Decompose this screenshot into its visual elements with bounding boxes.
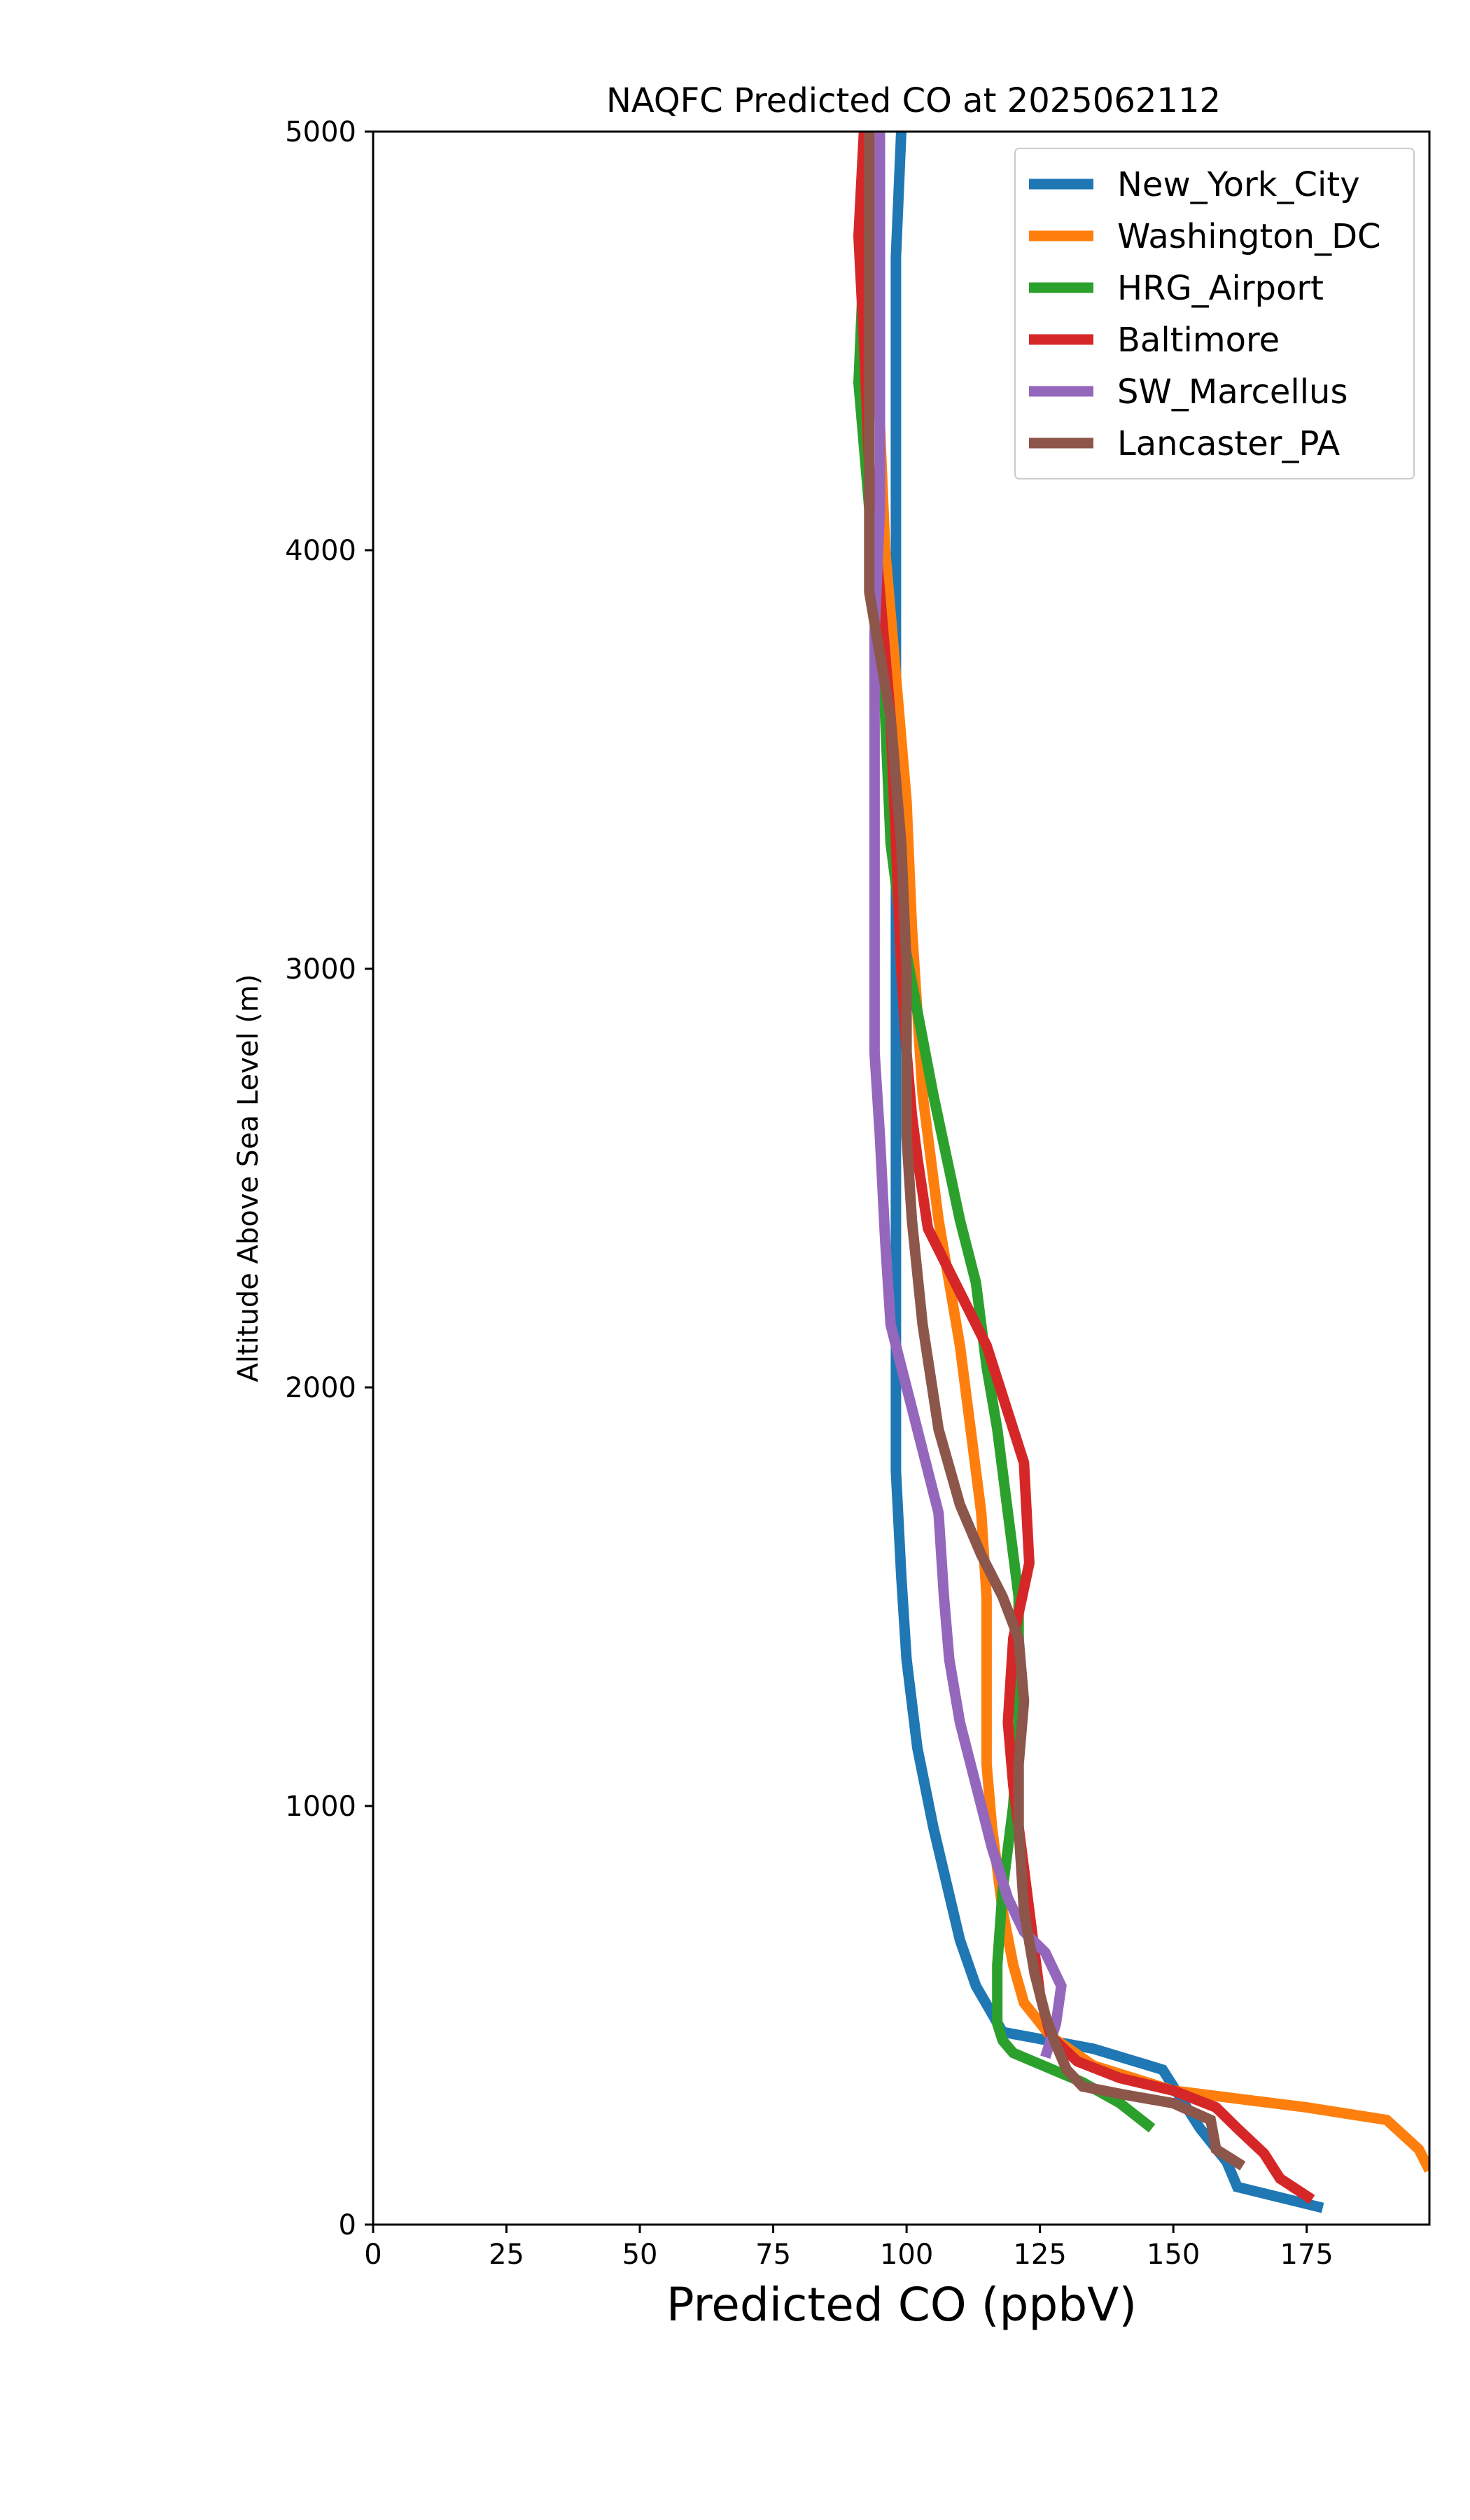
- legend-box: [1014, 148, 1415, 479]
- series-layer: [853, 132, 1429, 2213]
- legend: New_York_City Washington_DC HRG_Airport Bal…: [1014, 148, 1415, 479]
- legend-label: Lancaster_PA: [1117, 424, 1340, 463]
- y-axis-ticks: 0 1000 2000 3000 4000 5000: [285, 116, 373, 2241]
- x-axis-ticks: 0 25 50 75 100 125 150 175: [364, 2225, 1334, 2271]
- legend-label: SW_Marcellus: [1117, 372, 1348, 412]
- x-tick-label: 25: [489, 2239, 524, 2271]
- legend-label: Washington_DC: [1117, 217, 1381, 256]
- y-tick-label: 1000: [285, 1791, 356, 1823]
- legend-label: HRG_Airport: [1117, 269, 1324, 308]
- x-tick-label: 0: [364, 2239, 382, 2271]
- x-tick-label: 100: [880, 2239, 933, 2271]
- x-tick-label: 75: [755, 2239, 791, 2271]
- y-tick-label: 2000: [285, 1372, 356, 1404]
- x-tick-label: 125: [1013, 2239, 1066, 2271]
- y-axis-label: Altitude Above Sea Level (m): [232, 974, 265, 1382]
- y-tick-label: 5000: [285, 116, 356, 148]
- x-tick-label: 50: [622, 2239, 658, 2271]
- x-tick-label: 175: [1280, 2239, 1334, 2271]
- chart-title: NAQFC Predicted CO at 2025062112: [606, 81, 1221, 120]
- series-line-lancaster-pa: [864, 132, 1246, 2171]
- y-tick-label: 0: [339, 2209, 356, 2241]
- legend-label: New_York_City: [1117, 165, 1360, 204]
- y-tick-label: 3000: [285, 953, 356, 986]
- plot-frame: [372, 130, 1431, 2226]
- x-axis-label: Predicted CO (ppbV): [666, 2278, 1137, 2332]
- legend-label: Baltimore: [1117, 321, 1280, 360]
- y-tick-label: 4000: [285, 535, 356, 567]
- x-tick-label: 150: [1147, 2239, 1200, 2271]
